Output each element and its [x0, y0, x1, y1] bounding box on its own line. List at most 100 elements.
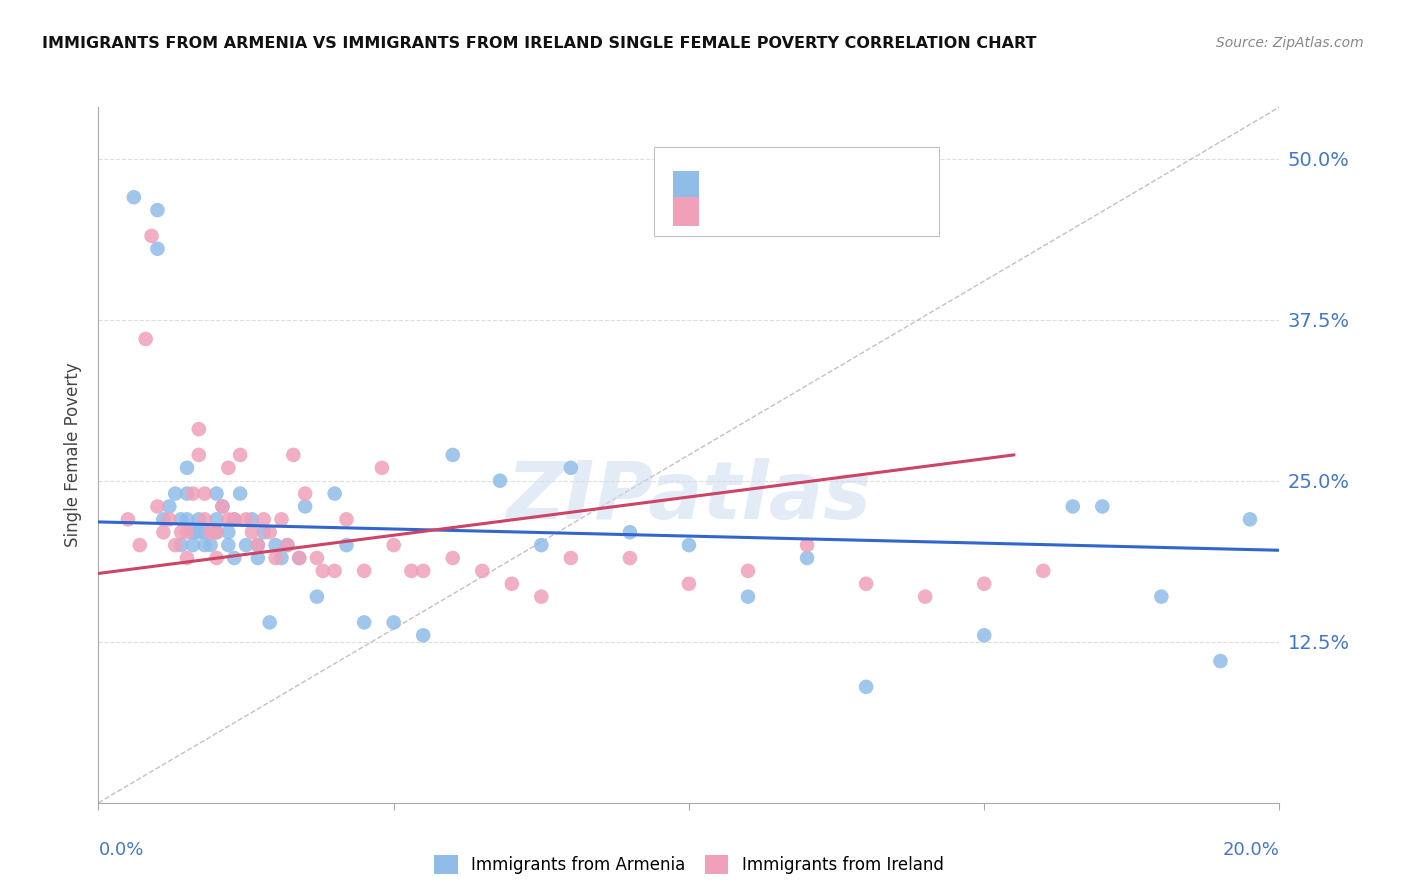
Point: [122, 190, 145, 204]
Point: [181, 486, 204, 500]
Point: [235, 538, 257, 552]
Point: [170, 512, 193, 526]
Point: [200, 525, 222, 540]
Point: [194, 538, 217, 552]
Point: [117, 512, 139, 526]
Point: [401, 564, 423, 578]
Point: [205, 486, 228, 500]
Point: [264, 538, 287, 552]
Point: [1032, 564, 1054, 578]
Point: [412, 564, 434, 578]
Point: [128, 538, 150, 552]
Point: [1062, 500, 1084, 514]
Point: [176, 512, 198, 526]
Point: [146, 203, 169, 218]
Point: [165, 486, 187, 500]
Point: [152, 525, 174, 540]
Point: [157, 500, 180, 514]
Point: [224, 512, 246, 526]
Point: [170, 538, 193, 552]
Point: [283, 448, 305, 462]
Point: [288, 551, 311, 566]
Point: [187, 512, 209, 526]
Point: [181, 538, 204, 552]
Point: [235, 512, 257, 526]
Point: [471, 564, 494, 578]
Point: [353, 564, 375, 578]
Point: [187, 525, 209, 540]
Point: [240, 525, 263, 540]
Point: [294, 486, 316, 500]
Point: [619, 525, 641, 540]
Point: [530, 538, 553, 552]
Point: [205, 525, 228, 540]
Point: [412, 628, 434, 642]
Point: [1239, 512, 1261, 526]
Point: [973, 628, 995, 642]
Point: [157, 512, 180, 526]
Point: [200, 538, 222, 552]
Text: N = 57: N = 57: [842, 202, 905, 220]
Point: [855, 576, 877, 591]
Point: [246, 538, 269, 552]
Point: [253, 512, 276, 526]
Point: [141, 228, 163, 243]
Point: [176, 486, 198, 500]
Point: [135, 332, 157, 346]
Text: R = -0.103: R = -0.103: [706, 176, 803, 194]
Point: [205, 525, 228, 540]
Point: [335, 512, 357, 526]
Point: [288, 551, 311, 566]
Point: [737, 590, 759, 604]
Point: [560, 460, 582, 475]
Point: [973, 576, 995, 591]
Text: R =  0.278: R = 0.278: [706, 202, 801, 220]
Point: [181, 525, 204, 540]
Point: [217, 512, 239, 526]
Point: [205, 551, 228, 566]
Text: 20.0%: 20.0%: [1223, 841, 1279, 859]
Point: [194, 486, 217, 500]
Point: [246, 551, 269, 566]
Point: [224, 512, 246, 526]
Point: [441, 551, 464, 566]
Point: [678, 538, 700, 552]
Point: [619, 551, 641, 566]
Point: [194, 512, 217, 526]
Point: [264, 551, 287, 566]
Point: [259, 615, 281, 630]
Point: [855, 680, 877, 694]
Point: [305, 590, 328, 604]
Point: [217, 538, 239, 552]
Point: [229, 486, 252, 500]
Point: [1150, 590, 1173, 604]
Point: [371, 460, 394, 475]
Point: [211, 500, 233, 514]
Y-axis label: Single Female Poverty: Single Female Poverty: [65, 363, 83, 547]
Point: [678, 576, 700, 591]
Point: [194, 525, 217, 540]
Text: 0.0%: 0.0%: [98, 841, 143, 859]
Point: [152, 512, 174, 526]
Point: [187, 422, 209, 436]
Point: [176, 525, 198, 540]
Text: N = 59: N = 59: [842, 176, 905, 194]
Point: [270, 551, 292, 566]
Point: [146, 242, 169, 256]
Text: ZIPatlas: ZIPatlas: [506, 458, 872, 536]
Point: [170, 525, 193, 540]
Point: [501, 576, 523, 591]
Text: IMMIGRANTS FROM ARMENIA VS IMMIGRANTS FROM IRELAND SINGLE FEMALE POVERTY CORRELA: IMMIGRANTS FROM ARMENIA VS IMMIGRANTS FR…: [42, 36, 1036, 51]
Point: [246, 538, 269, 552]
Point: [217, 525, 239, 540]
Point: [796, 551, 818, 566]
Point: [176, 551, 198, 566]
Point: [530, 590, 553, 604]
Point: [205, 512, 228, 526]
Point: [441, 448, 464, 462]
Point: [294, 500, 316, 514]
Point: [1209, 654, 1232, 668]
Point: [914, 590, 936, 604]
Point: [335, 538, 357, 552]
Point: [146, 500, 169, 514]
